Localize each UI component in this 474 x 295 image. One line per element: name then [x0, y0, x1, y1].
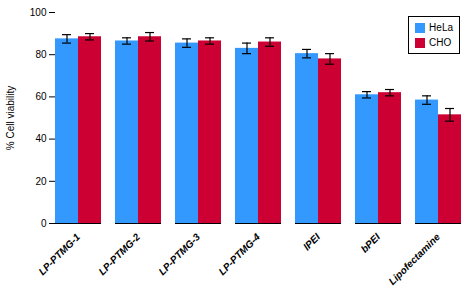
svg-text:Lipofectamine: Lipofectamine: [386, 231, 442, 287]
svg-text:100: 100: [30, 7, 47, 18]
svg-text:bPEI: bPEI: [359, 231, 383, 255]
svg-text:LP-PTMG-3: LP-PTMG-3: [156, 231, 202, 277]
svg-text:LP-PTMG-2: LP-PTMG-2: [96, 231, 142, 277]
svg-text:% Cell viability: % Cell viability: [5, 86, 16, 150]
svg-text:LP-PTMG-4: LP-PTMG-4: [216, 231, 262, 277]
svg-text:40: 40: [35, 133, 47, 144]
svg-text:20: 20: [35, 176, 47, 187]
svg-text:LP-PTMG-1: LP-PTMG-1: [36, 231, 82, 277]
svg-text:60: 60: [35, 91, 47, 102]
html-text:HeLa: HeLa: [429, 22, 453, 33]
svg-text:80: 80: [35, 49, 47, 60]
svg-text:lPEI: lPEI: [301, 231, 322, 252]
svg-text:0: 0: [41, 218, 47, 229]
html-text:CHO: CHO: [429, 37, 452, 48]
